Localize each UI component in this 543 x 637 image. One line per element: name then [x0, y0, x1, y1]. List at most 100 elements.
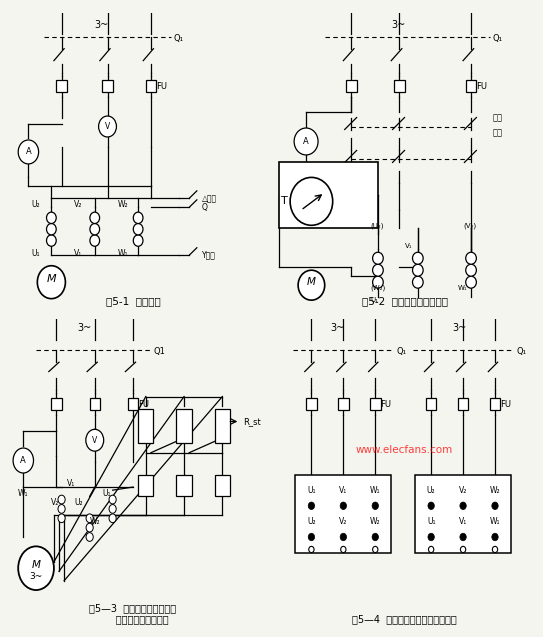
Text: 3~: 3~: [452, 323, 466, 333]
Circle shape: [428, 533, 434, 541]
Circle shape: [86, 523, 93, 532]
Circle shape: [109, 514, 116, 522]
Text: M: M: [47, 274, 56, 284]
Circle shape: [18, 140, 39, 164]
Text: U₁: U₁: [427, 517, 435, 526]
Text: V₁: V₁: [339, 485, 348, 495]
Text: V: V: [105, 122, 110, 131]
Bar: [176, 475, 192, 496]
Circle shape: [372, 533, 378, 541]
Text: U₂: U₂: [427, 485, 435, 495]
Text: Q: Q: [202, 203, 208, 212]
Text: W₁: W₁: [370, 485, 381, 495]
Text: FU: FU: [476, 82, 488, 90]
Circle shape: [308, 533, 314, 541]
Text: V₁: V₁: [459, 517, 467, 526]
Bar: [146, 80, 156, 92]
Text: W₂: W₂: [490, 485, 500, 495]
Text: (V₂): (V₂): [463, 222, 476, 229]
Text: Q₁: Q₁: [396, 347, 407, 356]
Circle shape: [413, 276, 423, 288]
Circle shape: [309, 547, 314, 552]
Circle shape: [47, 224, 56, 235]
Circle shape: [466, 252, 476, 264]
Circle shape: [298, 270, 325, 300]
Circle shape: [372, 252, 383, 264]
Circle shape: [90, 235, 99, 247]
Circle shape: [90, 224, 99, 235]
Circle shape: [372, 502, 378, 510]
Circle shape: [133, 224, 143, 235]
Text: Q₁: Q₁: [516, 347, 526, 356]
Circle shape: [308, 502, 314, 510]
Text: U₁: U₁: [103, 489, 111, 497]
Text: 图5-2  自耦变压器起动线路: 图5-2 自耦变压器起动线路: [362, 296, 447, 306]
Circle shape: [372, 276, 383, 288]
Text: V₁: V₁: [74, 249, 83, 258]
Text: U₁: U₁: [307, 485, 315, 495]
Text: 3~: 3~: [95, 20, 109, 30]
Circle shape: [340, 533, 346, 541]
Circle shape: [413, 264, 423, 276]
Bar: [280, 162, 378, 228]
Circle shape: [99, 116, 116, 137]
Circle shape: [58, 495, 65, 504]
Text: FU: FU: [500, 400, 512, 409]
Circle shape: [460, 533, 466, 541]
Bar: [176, 409, 192, 443]
Bar: [295, 475, 392, 552]
Text: W₁: W₁: [118, 249, 128, 258]
Circle shape: [492, 502, 498, 510]
Bar: [138, 409, 154, 443]
Text: 3~: 3~: [392, 20, 406, 30]
Circle shape: [460, 547, 466, 552]
Bar: [103, 80, 112, 92]
Circle shape: [372, 264, 383, 276]
Circle shape: [58, 514, 65, 522]
Circle shape: [37, 266, 65, 299]
Text: M: M: [31, 560, 41, 570]
Circle shape: [58, 505, 65, 513]
Text: A: A: [303, 137, 309, 146]
Text: V₂: V₂: [339, 517, 348, 526]
Text: W₁: W₁: [458, 285, 468, 291]
Circle shape: [372, 547, 378, 552]
Bar: [214, 409, 230, 443]
Bar: [426, 398, 437, 410]
Circle shape: [428, 502, 434, 510]
Text: FU: FU: [156, 82, 167, 90]
Circle shape: [413, 252, 423, 264]
Text: A: A: [26, 147, 31, 157]
Circle shape: [466, 264, 476, 276]
Text: U₁: U₁: [31, 249, 40, 258]
Text: △联结: △联结: [202, 194, 217, 203]
Text: (U₂): (U₂): [370, 222, 383, 229]
Bar: [306, 398, 317, 410]
Text: 起动: 起动: [493, 128, 502, 137]
Text: W₁: W₁: [490, 517, 500, 526]
Text: Y联结: Y联结: [202, 251, 216, 260]
Text: Q1: Q1: [154, 347, 165, 356]
Circle shape: [109, 495, 116, 504]
Text: 图5—3  绕线转子异步电动机
      转子串电阻起动线路: 图5—3 绕线转子异步电动机 转子串电阻起动线路: [90, 603, 176, 624]
Bar: [415, 475, 511, 552]
Text: V: V: [92, 436, 97, 445]
Text: V₂: V₂: [74, 200, 83, 209]
Bar: [214, 475, 230, 496]
Circle shape: [290, 177, 333, 225]
Text: U₂: U₂: [74, 498, 83, 507]
Text: W₁: W₁: [18, 489, 29, 497]
Circle shape: [133, 235, 143, 247]
Circle shape: [109, 505, 116, 513]
Circle shape: [18, 547, 54, 590]
Bar: [338, 398, 349, 410]
Text: 图5—4  鼠笼电动机变极调速接线图: 图5—4 鼠笼电动机变极调速接线图: [352, 615, 457, 624]
Circle shape: [466, 276, 476, 288]
Text: R_st: R_st: [243, 417, 261, 426]
Bar: [128, 398, 138, 410]
Circle shape: [47, 235, 56, 247]
Circle shape: [492, 533, 498, 541]
Text: V₁: V₁: [405, 243, 412, 249]
Circle shape: [47, 212, 56, 224]
Text: U₂: U₂: [31, 200, 40, 209]
